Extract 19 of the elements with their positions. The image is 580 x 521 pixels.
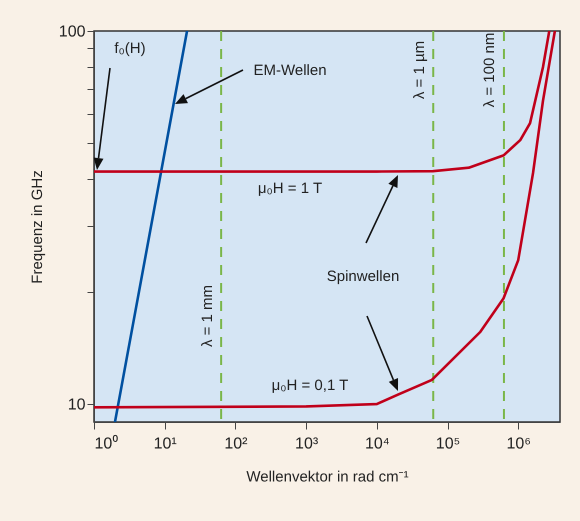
annotation: Spinwellen: [326, 268, 400, 285]
y-axis-title: Frequenz in GHz: [28, 170, 46, 284]
annotation: λ = 100 nm: [481, 32, 498, 108]
y-tick-label: 10: [68, 396, 86, 414]
annotation: μ₀H = 0,1 T: [272, 377, 348, 394]
annotation: λ = 1 µm: [411, 40, 428, 100]
annotation: λ = 1 mm: [199, 284, 216, 348]
y-tick-label: 100: [58, 24, 86, 40]
annotation: EM-Wellen: [253, 62, 327, 79]
x-tick-label: 10⁰: [94, 434, 118, 452]
annotation: f₀(H): [114, 40, 146, 57]
x-tick-label: 10⁴: [364, 436, 390, 452]
x-axis-title: Wellenvektor in rad cm⁻¹: [246, 468, 409, 486]
x-tick-label: 10⁶: [506, 436, 531, 452]
x-tick-label: 10¹: [154, 436, 177, 452]
annotation: μ₀H = 1 T: [258, 180, 322, 197]
x-tick-label: 10³: [295, 436, 319, 452]
x-tick-label: 10²: [224, 436, 248, 452]
x-tick-label: 10⁵: [436, 436, 460, 452]
